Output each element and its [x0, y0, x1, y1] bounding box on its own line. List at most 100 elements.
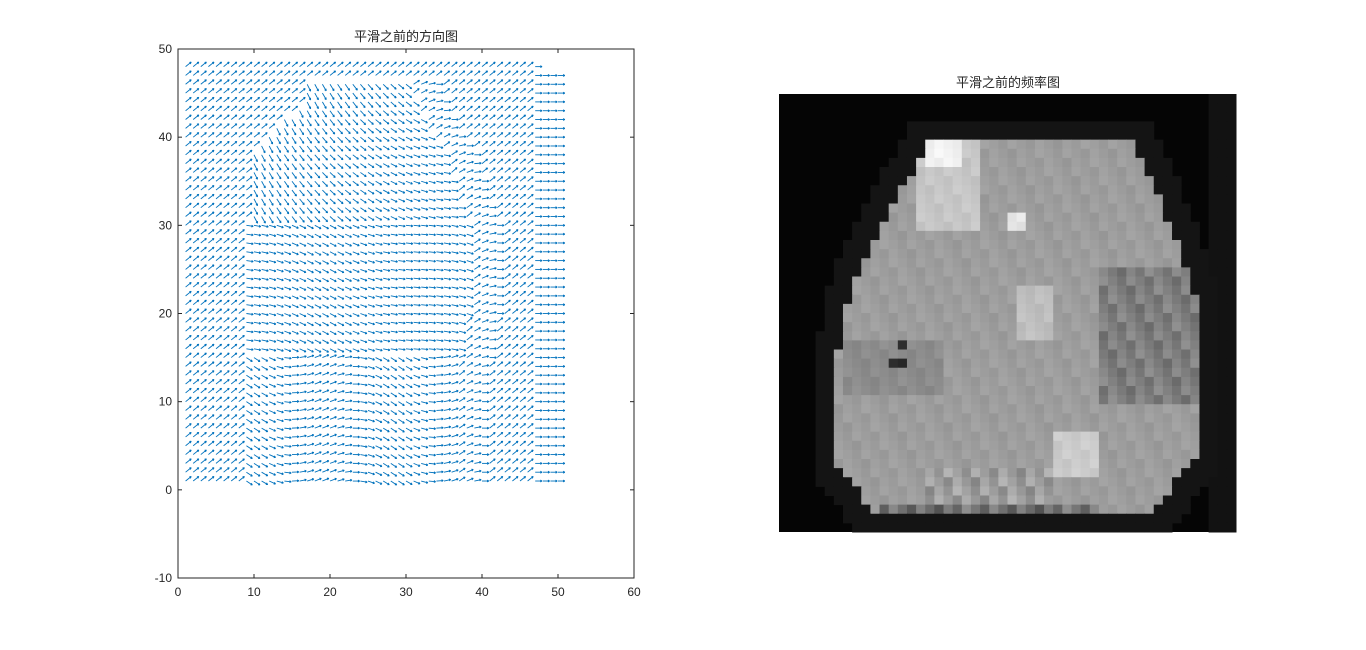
frequency-cell: [879, 504, 890, 515]
frequency-cell: [1126, 303, 1136, 314]
frequency-cell: [1034, 431, 1045, 442]
quiver-arrow: [360, 436, 368, 440]
frequency-cell: [1044, 313, 1054, 323]
frequency-cell: [1117, 249, 1127, 259]
frequency-cell: [1053, 358, 1063, 369]
frequency-cell: [925, 459, 935, 469]
quiver-arrow: [482, 444, 490, 448]
frequency-cell: [852, 513, 862, 524]
quiver-arrow: [329, 398, 337, 403]
quiver-arrow: [443, 434, 452, 438]
frequency-cell: [1071, 449, 1082, 460]
frequency-cell: [861, 522, 871, 533]
frequency-cell: [1217, 422, 1228, 433]
frequency-cell: [1062, 157, 1072, 168]
frequency-cell: [1117, 404, 1127, 414]
quiver-arrow: [208, 423, 215, 429]
frequency-cell: [842, 395, 853, 405]
frequency-cell: [1226, 176, 1237, 186]
frequency-cell: [1153, 157, 1164, 168]
frequency-cell: [934, 176, 945, 186]
frequency-cell: [980, 459, 990, 469]
quiver-arrow: [504, 396, 511, 403]
frequency-cell: [1144, 331, 1155, 341]
quiver-arrow: [390, 401, 398, 407]
frequency-cell: [1080, 203, 1091, 214]
frequency-cell: [861, 404, 871, 414]
frequency-cell: [989, 367, 999, 378]
frequency-cell: [989, 148, 999, 159]
frequency-cell: [1080, 431, 1091, 442]
frequency-cell: [1016, 340, 1027, 350]
frequency-cell: [970, 230, 981, 241]
frequency-cell: [1144, 212, 1155, 223]
quiver-arrow: [550, 435, 558, 439]
quiver-arrow: [200, 414, 207, 420]
frequency-cell: [1080, 267, 1091, 277]
frequency-cell: [888, 167, 899, 177]
frequency-cell: [1135, 294, 1146, 305]
quiver-arrow: [382, 418, 390, 424]
frequency-cell: [1126, 230, 1136, 241]
frequency-cell: [1135, 349, 1146, 360]
frequency-cell: [934, 121, 945, 131]
frequency-cell: [870, 358, 881, 369]
quiver-arrow: [474, 434, 482, 438]
frequency-cell: [1135, 176, 1146, 186]
frequency-cell: [998, 249, 1008, 259]
frequency-cell: [1108, 504, 1118, 515]
frequency-cell: [1044, 386, 1054, 396]
frequency-cell: [842, 468, 853, 478]
frequency-cell: [1053, 313, 1063, 323]
frequency-cell: [1053, 194, 1063, 204]
quiver-arrow: [322, 468, 330, 473]
quiver-arrow: [269, 454, 276, 459]
frequency-cell: [1089, 349, 1100, 360]
frequency-cell: [998, 258, 1008, 268]
frequency-cell: [1208, 504, 1219, 515]
frequency-cell: [998, 367, 1008, 378]
frequency-cell: [1098, 422, 1109, 433]
frequency-cell: [1044, 240, 1054, 250]
quiver-arrow: [215, 414, 223, 420]
frequency-cell: [861, 303, 871, 314]
frequency-cell: [1181, 468, 1191, 478]
frequency-cell: [888, 203, 899, 214]
frequency-cell: [824, 367, 835, 378]
frequency-cell: [970, 376, 981, 387]
frequency-cell: [1053, 303, 1063, 314]
frequency-cell: [925, 303, 935, 314]
frequency-cell: [1071, 495, 1082, 506]
frequency-cell: [1117, 331, 1127, 341]
frequency-cell: [1126, 121, 1136, 131]
frequency-cell: [897, 513, 908, 524]
frequency-cell: [888, 157, 899, 168]
frequency-cell: [934, 431, 945, 442]
frequency-cell: [824, 303, 835, 314]
frequency-cell: [1089, 157, 1100, 168]
frequency-cell: [980, 340, 990, 350]
quiver-arrow: [276, 445, 284, 449]
frequency-cell: [1053, 130, 1063, 141]
frequency-cell: [1153, 230, 1164, 241]
frequency-cell: [1162, 258, 1173, 268]
frequency-cell: [1108, 404, 1118, 414]
frequency-cell: [1062, 148, 1072, 159]
frequency-cell: [824, 422, 835, 433]
frequency-cell: [1208, 176, 1219, 186]
frequency-cell: [998, 358, 1008, 369]
frequency-cell: [952, 367, 963, 378]
frequency-cell: [1190, 440, 1200, 451]
frequency-cell: [934, 276, 945, 287]
quiver-arrow: [421, 454, 429, 458]
frequency-cell: [1108, 358, 1118, 369]
frequency-cell: [1162, 285, 1173, 296]
frequency-cell: [879, 459, 890, 469]
quiver-arrow: [360, 480, 368, 484]
frequency-cell: [1126, 221, 1136, 232]
quiver-arrow: [489, 467, 496, 473]
quiver-arrow: [192, 405, 200, 411]
frequency-cell: [1172, 431, 1182, 442]
frequency-cell: [852, 395, 862, 405]
frequency-cell: [916, 468, 926, 478]
